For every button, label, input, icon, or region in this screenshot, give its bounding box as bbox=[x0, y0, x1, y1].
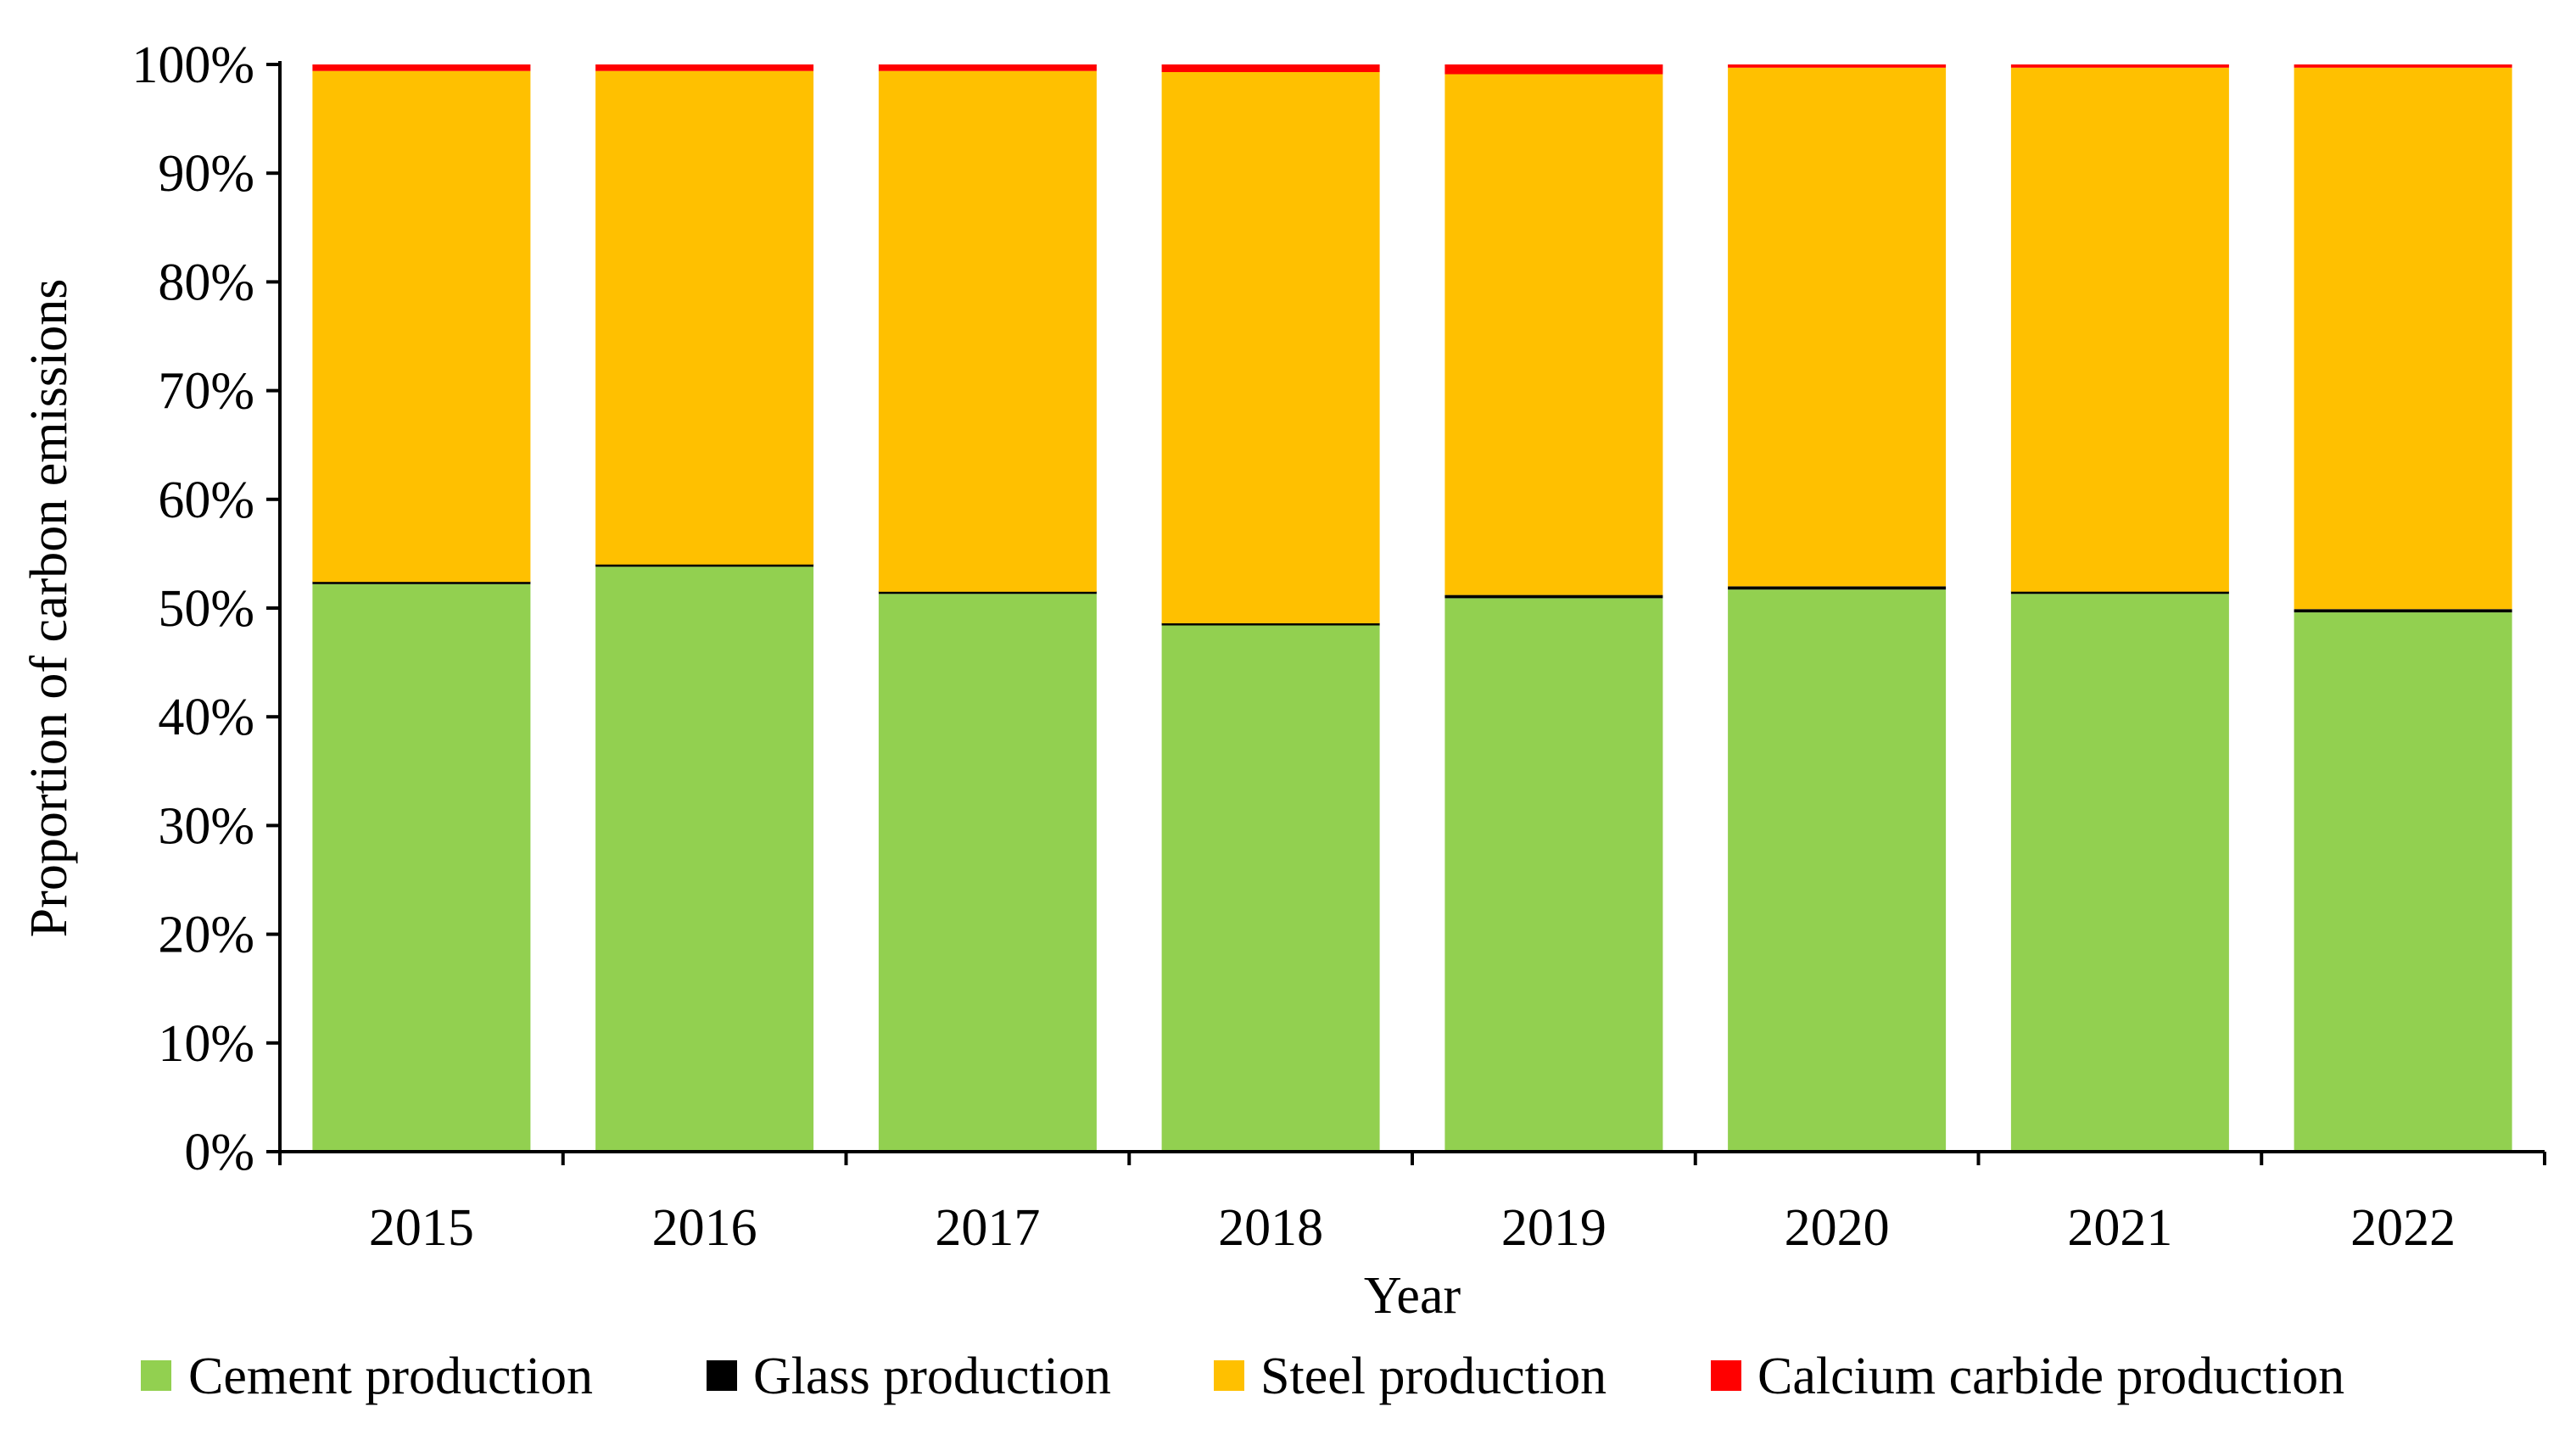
y-tick-labels: 0% 10% 20% 30% 40% 50% 60% 70% 80% 90% 100% bbox=[131, 36, 280, 1181]
bar-calcium-carbide-production-2017 bbox=[878, 64, 1097, 71]
x-tick-label-2019: 2019 bbox=[1501, 1199, 1607, 1257]
bar-cement-production-2016 bbox=[595, 567, 814, 1152]
bar-cement-production-2019 bbox=[1444, 598, 1663, 1152]
x-tick-label-2016: 2016 bbox=[652, 1199, 757, 1257]
bar-calcium-carbide-production-2022 bbox=[2294, 64, 2512, 68]
bar-glass-production-2022 bbox=[2294, 609, 2512, 613]
legend: Cement production Glass production Steel p… bbox=[141, 1348, 2344, 1405]
y-axis-title: Proportion of carbon emissions bbox=[20, 279, 78, 938]
bar-calcium-carbide-production-2018 bbox=[1161, 64, 1380, 72]
bar-glass-production-2019 bbox=[1444, 594, 1663, 599]
y-tick-label: 80% bbox=[158, 254, 254, 311]
legend-swatch-calcium-carbide-production bbox=[1711, 1360, 1741, 1391]
bar-calcium-carbide-production-2016 bbox=[595, 64, 814, 71]
legend-label-glass-production: Glass production bbox=[753, 1348, 1111, 1405]
bar-cement-production-2018 bbox=[1161, 625, 1380, 1152]
bar-calcium-carbide-production-2020 bbox=[1728, 64, 1947, 68]
bar-steel-production-2022 bbox=[2294, 67, 2512, 610]
legend-swatch-steel-production bbox=[1214, 1360, 1244, 1391]
bar-glass-production-2017 bbox=[878, 590, 1097, 594]
bar-steel-production-2015 bbox=[312, 70, 531, 583]
bar-steel-production-2016 bbox=[595, 70, 814, 565]
y-tick-label: 0% bbox=[184, 1124, 254, 1181]
bar-calcium-carbide-production-2015 bbox=[312, 64, 531, 71]
y-tick-label: 40% bbox=[158, 689, 254, 746]
x-tick-label-2020: 2020 bbox=[1785, 1199, 1890, 1257]
x-tick-label-2017: 2017 bbox=[935, 1199, 1040, 1257]
bars-group bbox=[312, 64, 2512, 1152]
y-tick-label: 30% bbox=[158, 797, 254, 855]
x-axis-title: Year bbox=[1364, 1267, 1461, 1325]
x-tick-label-2021: 2021 bbox=[2067, 1199, 2172, 1257]
legend-label-cement-production: Cement production bbox=[188, 1348, 593, 1405]
legend-swatch-cement-production bbox=[141, 1360, 171, 1391]
x-tick-label-2015: 2015 bbox=[369, 1199, 474, 1257]
x-tick-labels: 2015 2016 2017 2018 2019 2020 2021 2022 bbox=[278, 1152, 2546, 1257]
bar-calcium-carbide-production-2021 bbox=[2010, 64, 2229, 68]
y-tick-label: 70% bbox=[158, 363, 254, 421]
bar-steel-production-2020 bbox=[1728, 67, 1947, 587]
x-tick-label-2022: 2022 bbox=[2350, 1199, 2456, 1257]
y-tick-label: 20% bbox=[158, 907, 254, 964]
bar-glass-production-2021 bbox=[2010, 590, 2229, 594]
bar-cement-production-2020 bbox=[1728, 589, 1947, 1152]
bar-glass-production-2016 bbox=[595, 563, 814, 567]
legend-label-steel-production: Steel production bbox=[1260, 1348, 1607, 1405]
bar-steel-production-2019 bbox=[1444, 74, 1663, 595]
bar-cement-production-2021 bbox=[2010, 594, 2229, 1152]
y-tick-label: 50% bbox=[158, 580, 254, 638]
y-tick-label: 90% bbox=[158, 145, 254, 203]
bar-cement-production-2015 bbox=[312, 583, 531, 1152]
legend-swatch-glass-production bbox=[707, 1360, 737, 1391]
bar-steel-production-2021 bbox=[2010, 67, 2229, 592]
x-tick-label-2018: 2018 bbox=[1218, 1199, 1323, 1257]
bar-cement-production-2022 bbox=[2294, 612, 2512, 1152]
y-tick-label: 10% bbox=[158, 1015, 254, 1073]
bar-steel-production-2017 bbox=[878, 70, 1097, 592]
bar-steel-production-2018 bbox=[1161, 72, 1380, 623]
y-tick-label: 60% bbox=[158, 472, 254, 529]
bar-glass-production-2015 bbox=[312, 581, 531, 584]
bar-glass-production-2020 bbox=[1728, 586, 1947, 590]
bar-glass-production-2018 bbox=[1161, 622, 1380, 626]
bar-cement-production-2017 bbox=[878, 594, 1097, 1152]
y-tick-label: 100% bbox=[131, 36, 254, 94]
legend-label-calcium-carbide-production: Calcium carbide production bbox=[1757, 1348, 2344, 1405]
bar-calcium-carbide-production-2019 bbox=[1444, 64, 1663, 75]
